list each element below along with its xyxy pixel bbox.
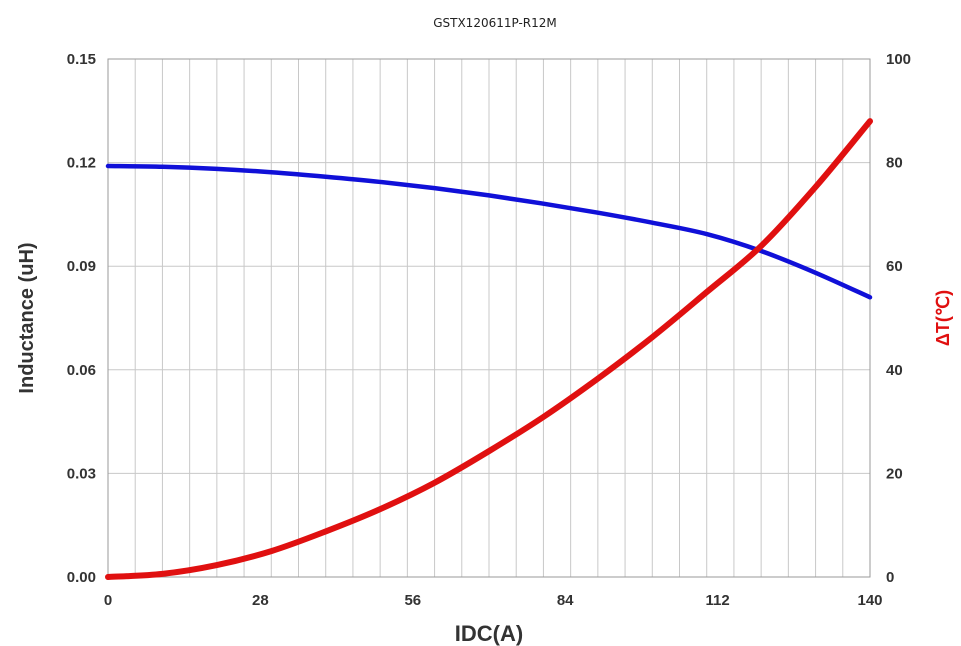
y-axis-ticks: 0.00 0.03 0.06 0.09 0.12 0.15 xyxy=(67,51,96,586)
x-tick-label: 28 xyxy=(252,592,269,609)
y-tick-label: 0.15 xyxy=(67,51,96,68)
y2-axis-ticks: 0 20 40 60 80 100 xyxy=(886,51,911,586)
y2-tick-label: 0 xyxy=(886,569,894,586)
y-tick-label: 0.06 xyxy=(67,362,96,379)
y2-axis-label: ΔT(℃) xyxy=(933,290,953,346)
x-axis-label: IDC(A) xyxy=(455,621,523,646)
chart-title: GSTX120611P-R12M xyxy=(433,16,557,30)
y-tick-label: 0.09 xyxy=(67,258,96,275)
y2-tick-label: 100 xyxy=(886,51,911,68)
series-group xyxy=(105,118,873,580)
inductance-line xyxy=(105,163,873,300)
x-tick-label: 56 xyxy=(404,592,421,609)
y-tick-label: 0.00 xyxy=(67,569,96,586)
x-axis-ticks: 0 28 56 84 112 140 xyxy=(104,592,883,609)
x-tick-label: 84 xyxy=(557,592,574,609)
y2-tick-label: 60 xyxy=(886,258,903,275)
y-tick-label: 0.03 xyxy=(67,465,96,482)
x-tick-label: 0 xyxy=(104,592,112,609)
y2-tick-label: 40 xyxy=(886,362,903,379)
x-tick-label: 112 xyxy=(705,592,729,609)
grid xyxy=(108,59,870,577)
temperature-rise-line xyxy=(105,118,873,580)
y2-tick-label: 20 xyxy=(886,465,903,482)
y-tick-label: 0.12 xyxy=(67,155,96,172)
x-tick-label: 140 xyxy=(857,592,882,609)
y-axis-label: Inductance (uH) xyxy=(16,242,38,393)
y2-tick-label: 80 xyxy=(886,155,903,172)
plot-frame xyxy=(107,58,871,578)
